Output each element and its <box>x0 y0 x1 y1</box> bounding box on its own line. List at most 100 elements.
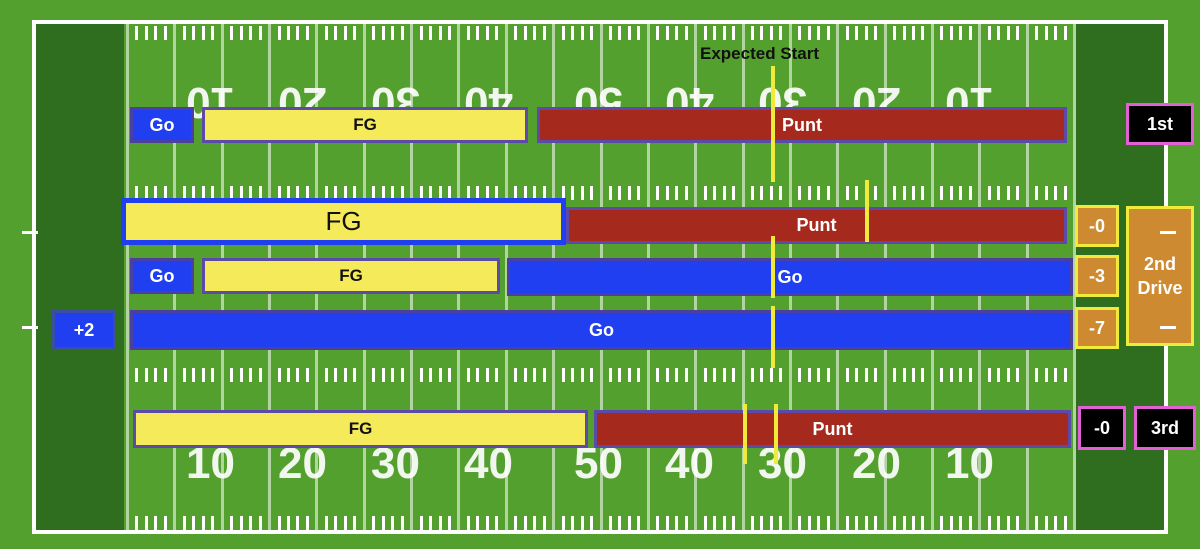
hash-mark <box>486 186 489 200</box>
hash-mark <box>827 368 830 382</box>
hash-mark <box>278 516 281 530</box>
hash-mark <box>628 186 631 200</box>
hash-mark <box>306 516 309 530</box>
hash-mark <box>467 516 470 530</box>
hash-mark <box>950 516 953 530</box>
hash-mark <box>382 186 385 200</box>
hash-mark <box>211 186 214 200</box>
hash-mark <box>628 516 631 530</box>
hash-mark <box>467 368 470 382</box>
hash-mark <box>808 186 811 200</box>
hash-mark <box>581 186 584 200</box>
hash-mark <box>618 516 621 530</box>
hash-mark <box>723 516 726 530</box>
hash-mark <box>202 186 205 200</box>
hash-mark <box>353 26 356 40</box>
hash-mark <box>259 186 262 200</box>
hash-mark <box>969 368 972 382</box>
row5-down-badge: 3rd <box>1134 406 1196 450</box>
hash-mark <box>249 368 252 382</box>
hash-mark <box>1064 26 1067 40</box>
hash-mark <box>571 26 574 40</box>
hash-mark <box>940 516 943 530</box>
hash-mark <box>988 516 991 530</box>
hash-mark <box>145 26 148 40</box>
hash-mark <box>779 186 782 200</box>
hash-mark <box>259 368 262 382</box>
hash-mark <box>278 368 281 382</box>
hash-mark <box>855 186 858 200</box>
hash-mark <box>486 516 489 530</box>
hash-mark <box>685 516 688 530</box>
hash-mark <box>325 516 328 530</box>
row5-score-badge: -0 <box>1078 406 1126 450</box>
row2-punt-bar: Punt <box>566 207 1067 244</box>
hash-mark <box>1007 516 1010 530</box>
hash-mark <box>846 516 849 530</box>
hash-mark <box>581 26 584 40</box>
hash-mark <box>135 368 138 382</box>
hash-mark <box>467 186 470 200</box>
hash-mark <box>760 368 763 382</box>
hash-mark <box>1016 26 1019 40</box>
hash-mark <box>846 368 849 382</box>
hash-mark <box>287 186 290 200</box>
hash-mark <box>921 186 924 200</box>
hash-mark <box>154 186 157 200</box>
hash-mark <box>704 516 707 530</box>
hash-mark <box>372 516 375 530</box>
hash-mark <box>353 368 356 382</box>
hash-mark <box>997 516 1000 530</box>
hash-mark <box>808 368 811 382</box>
hash-mark <box>344 26 347 40</box>
hash-mark <box>997 186 1000 200</box>
yard-line <box>505 24 508 530</box>
expected-start-label: Expected Start <box>700 44 820 63</box>
hash-mark <box>1045 516 1048 530</box>
hash-mark <box>514 368 517 382</box>
expected-start-marker-row5a <box>743 404 747 464</box>
hash-mark <box>760 186 763 200</box>
hash-mark <box>192 26 195 40</box>
sideline-tick <box>22 326 38 329</box>
hash-mark <box>524 26 527 40</box>
hash-mark <box>1064 368 1067 382</box>
hash-mark <box>827 186 830 200</box>
hash-mark <box>903 516 906 530</box>
hash-mark <box>259 516 262 530</box>
hash-mark <box>779 26 782 40</box>
hash-mark <box>940 368 943 382</box>
hash-mark <box>798 516 801 530</box>
row4-left-badge: +2 <box>52 310 116 350</box>
hash-mark <box>296 186 299 200</box>
hash-mark <box>183 26 186 40</box>
hash-mark <box>609 186 612 200</box>
hash-mark <box>429 368 432 382</box>
yard-number-bottom: 20 <box>852 439 901 488</box>
hash-mark <box>609 26 612 40</box>
hash-mark <box>278 26 281 40</box>
hash-mark <box>571 368 574 382</box>
hash-mark <box>912 186 915 200</box>
hash-mark <box>439 516 442 530</box>
hash-mark <box>798 186 801 200</box>
hash-mark <box>988 26 991 40</box>
hash-mark <box>562 516 565 530</box>
hash-mark <box>401 186 404 200</box>
hash-mark <box>524 186 527 200</box>
hash-mark <box>306 186 309 200</box>
sideline-tick <box>22 231 38 234</box>
hash-mark <box>353 516 356 530</box>
row3-go-bar: Go <box>130 258 194 294</box>
hash-mark <box>240 516 243 530</box>
hash-mark <box>969 26 972 40</box>
hash-mark <box>495 26 498 40</box>
hash-mark <box>1007 368 1010 382</box>
hash-mark <box>391 516 394 530</box>
hash-mark <box>296 516 299 530</box>
hash-mark <box>779 516 782 530</box>
yard-line <box>126 24 129 530</box>
hash-mark <box>183 186 186 200</box>
hash-mark <box>704 26 707 40</box>
hash-mark <box>401 368 404 382</box>
